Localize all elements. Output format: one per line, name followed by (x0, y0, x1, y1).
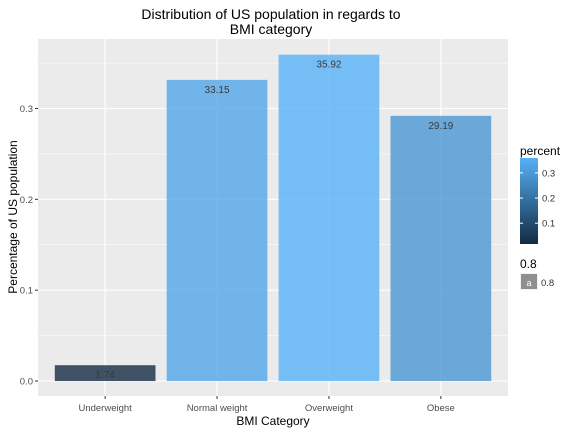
y-axis-ticks: 0.0 0.1 0.2 0.3 (20, 104, 38, 388)
y-tick-label: 0.0 (20, 377, 33, 388)
legend-colorbar (520, 158, 538, 244)
legend-alpha-label: 0.8 (541, 278, 554, 289)
x-tick-label: Underweight (78, 403, 132, 414)
legend-colorbar-ticks: 0.1 0.2 0.3 (520, 168, 555, 230)
colorbar-tick-label: 0.3 (542, 168, 555, 179)
y-axis-label: Percentage of US population (6, 140, 20, 293)
y-tick-label: 0.1 (20, 286, 33, 297)
x-tick-label: Normal weight (187, 403, 248, 414)
x-axis-ticks: Underweight Normal weight Overweight Obese (78, 396, 455, 414)
y-tick-label: 0.2 (20, 195, 33, 206)
bar-label: 29.19 (428, 121, 453, 132)
x-tick-label: Overweight (305, 403, 353, 414)
bar-label: 1.74 (95, 370, 115, 381)
chart-title-line-1: Distribution of US population in regards… (141, 6, 400, 22)
legend-alpha-swatch (521, 274, 537, 289)
x-tick-label: Obese (427, 403, 455, 414)
y-tick-label: 0.3 (20, 104, 33, 115)
bar-underweight (54, 365, 156, 382)
colorbar-tick-label: 0.1 (542, 219, 555, 230)
chart-title-line-2: BMI category (230, 21, 312, 37)
bar-label: 35.92 (316, 60, 341, 71)
legend-color: percent 0.1 0.2 0.3 (520, 144, 561, 244)
legend-alpha-glyph: a (526, 278, 531, 288)
legend-color-title: percent (520, 144, 561, 158)
x-axis-label: BMI Category (236, 414, 309, 428)
legend-alpha-title: 0.8 (520, 257, 537, 271)
bar-normal-weight (166, 79, 268, 382)
bar-obese (390, 115, 492, 382)
legend-alpha: 0.8 a 0.8 (520, 257, 554, 290)
bar-overweight (278, 54, 380, 382)
bar-label: 33.15 (205, 85, 230, 96)
bars (54, 54, 492, 382)
bar-labels: 1.74 33.15 35.92 29.19 (95, 60, 453, 381)
colorbar-tick-label: 0.2 (542, 194, 555, 205)
